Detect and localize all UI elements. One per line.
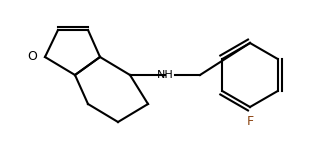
Text: F: F (246, 115, 253, 128)
Text: NH: NH (156, 70, 173, 80)
Text: O: O (27, 50, 37, 64)
